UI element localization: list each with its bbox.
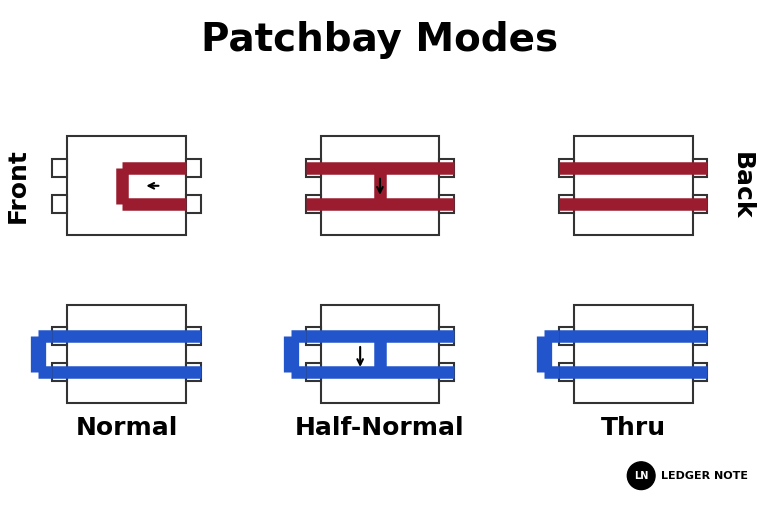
- FancyBboxPatch shape: [52, 194, 68, 213]
- FancyBboxPatch shape: [439, 363, 454, 381]
- FancyBboxPatch shape: [306, 363, 320, 381]
- FancyBboxPatch shape: [306, 194, 320, 213]
- FancyBboxPatch shape: [439, 327, 454, 345]
- Text: LEDGER NOTE: LEDGER NOTE: [661, 471, 748, 480]
- FancyBboxPatch shape: [68, 305, 186, 404]
- FancyBboxPatch shape: [52, 363, 68, 381]
- FancyBboxPatch shape: [439, 159, 454, 177]
- FancyBboxPatch shape: [559, 363, 574, 381]
- FancyBboxPatch shape: [186, 363, 201, 381]
- FancyBboxPatch shape: [320, 305, 439, 404]
- FancyBboxPatch shape: [68, 136, 186, 235]
- FancyBboxPatch shape: [186, 194, 201, 213]
- Text: Half-Normal: Half-Normal: [295, 416, 465, 440]
- FancyBboxPatch shape: [574, 305, 693, 404]
- Text: Thru: Thru: [601, 416, 666, 440]
- FancyBboxPatch shape: [306, 159, 320, 177]
- Text: Back: Back: [730, 152, 754, 219]
- FancyBboxPatch shape: [574, 136, 693, 235]
- FancyBboxPatch shape: [439, 194, 454, 213]
- Circle shape: [627, 462, 655, 489]
- FancyBboxPatch shape: [693, 327, 707, 345]
- FancyBboxPatch shape: [52, 159, 68, 177]
- FancyBboxPatch shape: [559, 194, 574, 213]
- FancyBboxPatch shape: [693, 194, 707, 213]
- FancyBboxPatch shape: [306, 327, 320, 345]
- FancyBboxPatch shape: [559, 159, 574, 177]
- Text: LN: LN: [634, 471, 648, 480]
- Text: Front: Front: [6, 148, 30, 223]
- FancyBboxPatch shape: [559, 327, 574, 345]
- FancyBboxPatch shape: [693, 159, 707, 177]
- Text: Normal: Normal: [75, 416, 178, 440]
- FancyBboxPatch shape: [320, 136, 439, 235]
- FancyBboxPatch shape: [52, 327, 68, 345]
- FancyBboxPatch shape: [693, 363, 707, 381]
- FancyBboxPatch shape: [186, 327, 201, 345]
- Text: Patchbay Modes: Patchbay Modes: [201, 21, 558, 59]
- FancyBboxPatch shape: [186, 159, 201, 177]
